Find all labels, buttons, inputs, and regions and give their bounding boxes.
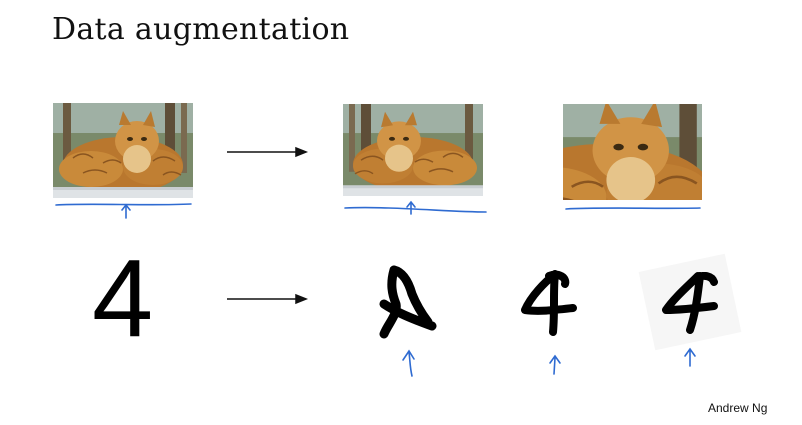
distorted-digit-four-1 [379, 265, 437, 339]
pen-arrow-digit-3 [684, 347, 696, 367]
slide-title: Data augmentation [52, 12, 350, 47]
cropped-cat-image [563, 104, 702, 200]
original-cat-image [53, 103, 193, 198]
author-credit: Andrew Ng [708, 401, 768, 415]
transform-arrow-bottom [227, 293, 309, 305]
distorted-digit-four-3 [662, 272, 718, 334]
pen-arrow-digit-2 [549, 354, 561, 375]
underline-original-cat [55, 203, 192, 206]
pen-arrow-original-cat [121, 203, 131, 219]
distorted-digit-four-2 [521, 270, 577, 336]
underline-cropped-cat [565, 207, 701, 210]
underline-mirrored-cat [344, 206, 487, 213]
original-digit-four: 4 [92, 237, 154, 360]
pen-arrow-mirrored-cat [406, 200, 416, 215]
pen-arrow-digit-1 [402, 349, 415, 377]
transform-arrow-top [227, 146, 309, 158]
mirrored-cat-image [343, 104, 483, 196]
